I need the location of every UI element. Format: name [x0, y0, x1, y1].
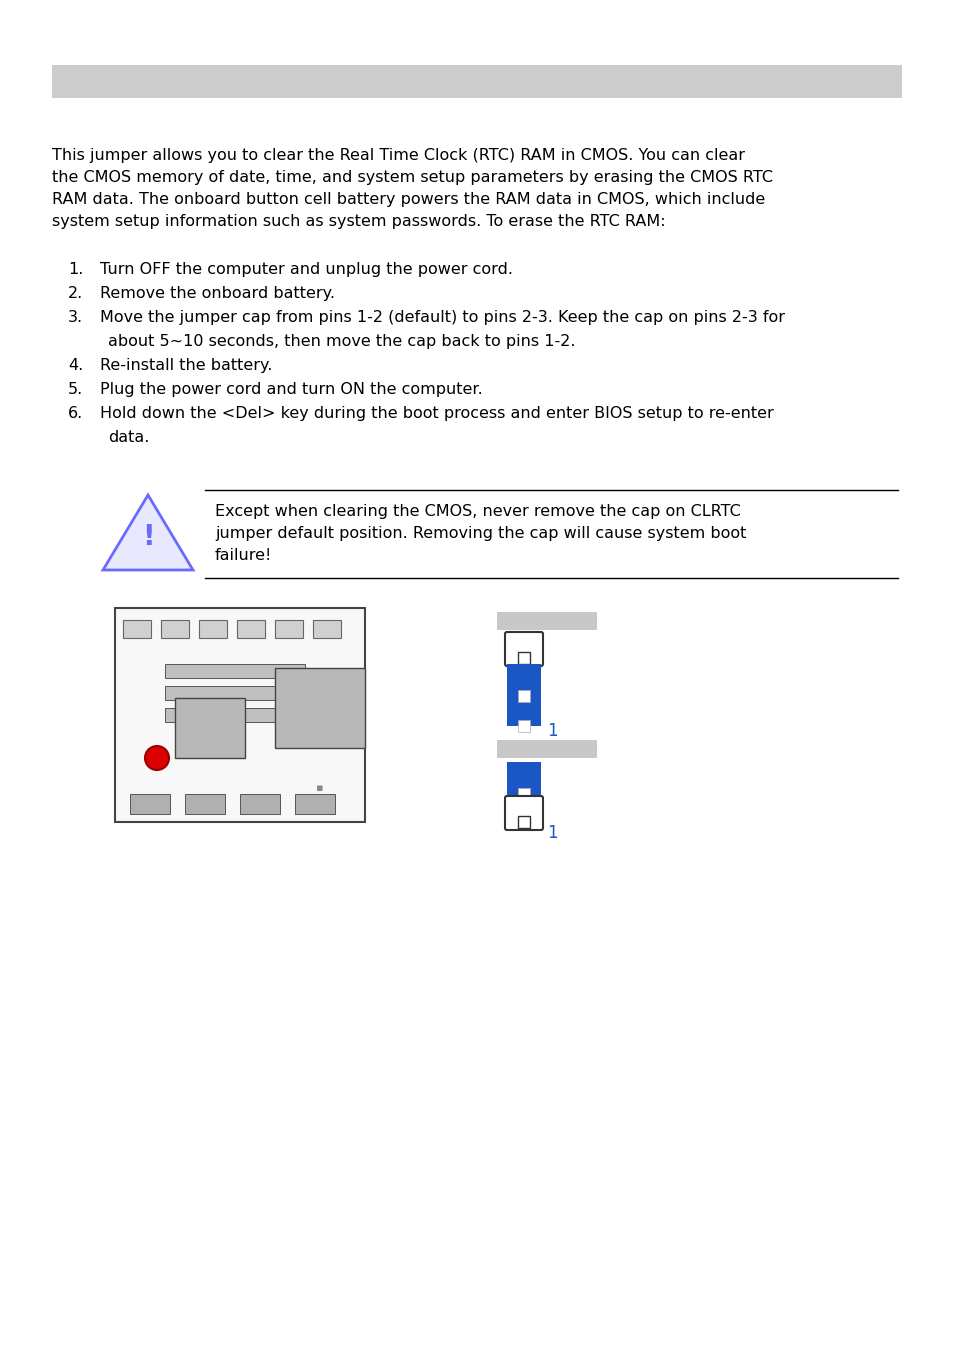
- Text: Hold down the <Del> key during the boot process and enter BIOS setup to re-enter: Hold down the <Del> key during the boot …: [100, 406, 773, 421]
- Text: Except when clearing the CMOS, never remove the cap on CLRTC: Except when clearing the CMOS, never rem…: [214, 504, 740, 518]
- Text: Plug the power cord and turn ON the computer.: Plug the power cord and turn ON the comp…: [100, 382, 482, 397]
- Bar: [161, 620, 189, 639]
- Text: 2.: 2.: [68, 286, 83, 301]
- Text: Re-install the battery.: Re-install the battery.: [100, 358, 273, 373]
- Bar: [517, 815, 530, 828]
- FancyBboxPatch shape: [504, 632, 542, 666]
- Bar: [517, 720, 530, 732]
- Text: 5.: 5.: [68, 382, 83, 397]
- Text: 4.: 4.: [68, 358, 83, 373]
- Bar: [174, 698, 245, 757]
- Bar: [506, 664, 540, 726]
- Text: data.: data.: [108, 431, 150, 446]
- Text: failure!: failure!: [214, 548, 272, 563]
- Text: jumper default position. Removing the cap will cause system boot: jumper default position. Removing the ca…: [214, 526, 745, 541]
- Bar: [130, 794, 170, 814]
- Text: This jumper allows you to clear the Real Time Clock (RTC) RAM in CMOS. You can c: This jumper allows you to clear the Real…: [52, 148, 744, 163]
- Bar: [274, 668, 365, 748]
- Text: 6.: 6.: [68, 406, 83, 421]
- Text: ▪: ▪: [315, 783, 323, 792]
- Bar: [185, 794, 225, 814]
- Bar: [517, 652, 530, 664]
- Text: Remove the onboard battery.: Remove the onboard battery.: [100, 286, 335, 301]
- Bar: [294, 794, 335, 814]
- Text: Turn OFF the computer and unplug the power cord.: Turn OFF the computer and unplug the pow…: [100, 262, 513, 277]
- Polygon shape: [103, 495, 193, 570]
- Text: the CMOS memory of date, time, and system setup parameters by erasing the CMOS R: the CMOS memory of date, time, and syste…: [52, 170, 772, 185]
- Text: 1.: 1.: [68, 262, 83, 277]
- Bar: [497, 612, 597, 630]
- Text: Move the jumper cap from pins 1-2 (default) to pins 2-3. Keep the cap on pins 2-: Move the jumper cap from pins 1-2 (defau…: [100, 310, 784, 325]
- Circle shape: [145, 747, 169, 769]
- Bar: [313, 620, 340, 639]
- Bar: [115, 608, 365, 822]
- Bar: [52, 65, 901, 99]
- Text: !: !: [142, 524, 154, 552]
- Text: system setup information such as system passwords. To erase the RTC RAM:: system setup information such as system …: [52, 215, 665, 230]
- Text: about 5~10 seconds, then move the cap back to pins 1-2.: about 5~10 seconds, then move the cap ba…: [108, 333, 575, 350]
- FancyBboxPatch shape: [504, 796, 542, 830]
- Bar: [517, 690, 530, 702]
- Bar: [517, 788, 530, 801]
- Text: 1: 1: [546, 824, 558, 842]
- Bar: [506, 761, 540, 796]
- Bar: [199, 620, 227, 639]
- Bar: [165, 707, 305, 722]
- Text: 1: 1: [546, 722, 558, 740]
- Bar: [497, 740, 597, 757]
- Bar: [165, 686, 305, 701]
- Bar: [123, 620, 151, 639]
- Bar: [236, 620, 265, 639]
- Text: 3.: 3.: [68, 310, 83, 325]
- Text: RAM data. The onboard button cell battery powers the RAM data in CMOS, which inc: RAM data. The onboard button cell batter…: [52, 192, 764, 207]
- Bar: [165, 664, 305, 678]
- Bar: [240, 794, 280, 814]
- Bar: [274, 620, 303, 639]
